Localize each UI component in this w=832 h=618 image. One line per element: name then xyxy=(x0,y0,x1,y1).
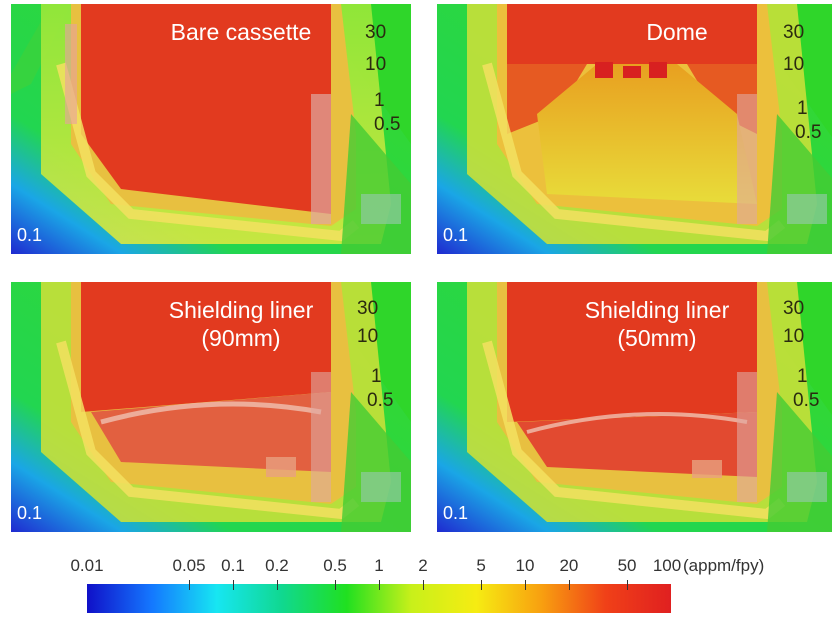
colorbar-tick-label: 0.05 xyxy=(172,556,206,575)
contour-label-10: 10 xyxy=(357,326,379,347)
colorbar-tick-label: 0.1 xyxy=(221,556,245,575)
colorbar-tick-label: 20 xyxy=(559,556,579,575)
colorbar-tick-label: 2 xyxy=(418,556,428,575)
contour-label-30: 30 xyxy=(357,298,379,319)
panel-title: Shielding liner xyxy=(584,297,730,323)
panel-bare-cassette: Bare cassette 30 10 1 0.5 0.1 xyxy=(11,4,411,254)
colorbar-units: (appm/fpy) xyxy=(683,556,765,575)
colorbar-tick-label: 0.2 xyxy=(265,556,289,575)
dpa-map-shielding-liner-50mm xyxy=(437,282,832,532)
colorbar-tick xyxy=(525,580,526,590)
colorbar-tick xyxy=(627,580,629,590)
corner-label: 0.1 xyxy=(443,225,469,245)
colorbar-tick-label: 0.5 xyxy=(323,556,347,575)
colorbar-tick xyxy=(481,580,483,590)
contour-label-30: 30 xyxy=(783,298,805,319)
colorbar-tick-label: 50 xyxy=(617,556,637,575)
contour-label-1: 1 xyxy=(374,90,385,111)
colorbar-tick xyxy=(189,580,191,590)
contour-label-10: 10 xyxy=(783,326,805,347)
contour-label-10: 10 xyxy=(365,54,387,75)
contour-label-30: 30 xyxy=(365,22,387,43)
colorbar-tick-label: 100 xyxy=(652,556,682,575)
contour-label-0-5: 0.5 xyxy=(374,114,401,135)
panel-title: Shielding liner xyxy=(168,297,314,323)
colorbar-tick xyxy=(335,580,337,590)
corner-label: 0.1 xyxy=(17,225,43,245)
corner-label: 0.1 xyxy=(17,503,43,523)
contour-label-30: 30 xyxy=(783,22,805,43)
dpa-map-bare-cassette xyxy=(11,4,411,254)
panel-dome: Dome 30 10 1 0.5 0.1 xyxy=(437,4,832,254)
colorbar-tick xyxy=(422,580,424,590)
colorbar-tick xyxy=(568,580,570,590)
contour-label-1: 1 xyxy=(371,366,382,387)
colorbar-tick xyxy=(276,580,278,590)
colorbar-tick-label: 0.01 xyxy=(70,556,104,575)
contour-label-1: 1 xyxy=(797,366,808,387)
colorbar-tick xyxy=(233,580,234,590)
panel-subtitle: (90mm) xyxy=(201,325,281,351)
contour-label-1: 1 xyxy=(797,98,808,119)
dpa-map-shielding-liner-90mm xyxy=(11,282,411,532)
panel-subtitle: (50mm) xyxy=(617,325,697,351)
dpa-map-dome xyxy=(437,4,832,254)
panel-shielding-liner-50mm: Shielding liner (50mm) 30 10 1 0.5 0.1 xyxy=(437,282,832,532)
contour-label-10: 10 xyxy=(783,54,805,75)
colorbar-tick-label: 1 xyxy=(374,556,384,575)
panel-title: Bare cassette xyxy=(170,19,312,45)
panel-title: Dome xyxy=(646,19,708,45)
contour-label-0-5: 0.5 xyxy=(367,390,394,411)
corner-label: 0.1 xyxy=(443,503,469,523)
colorbar-tick xyxy=(379,580,380,590)
colorbar-tick-label: 5 xyxy=(476,556,486,575)
contour-label-0-5: 0.5 xyxy=(793,390,820,411)
colorbar-tick-label: 10 xyxy=(515,556,535,575)
contour-label-0-5: 0.5 xyxy=(795,122,822,143)
panel-shielding-liner-90mm: Shielding liner (90mm) 30 10 1 0.5 0.1 xyxy=(11,282,411,532)
